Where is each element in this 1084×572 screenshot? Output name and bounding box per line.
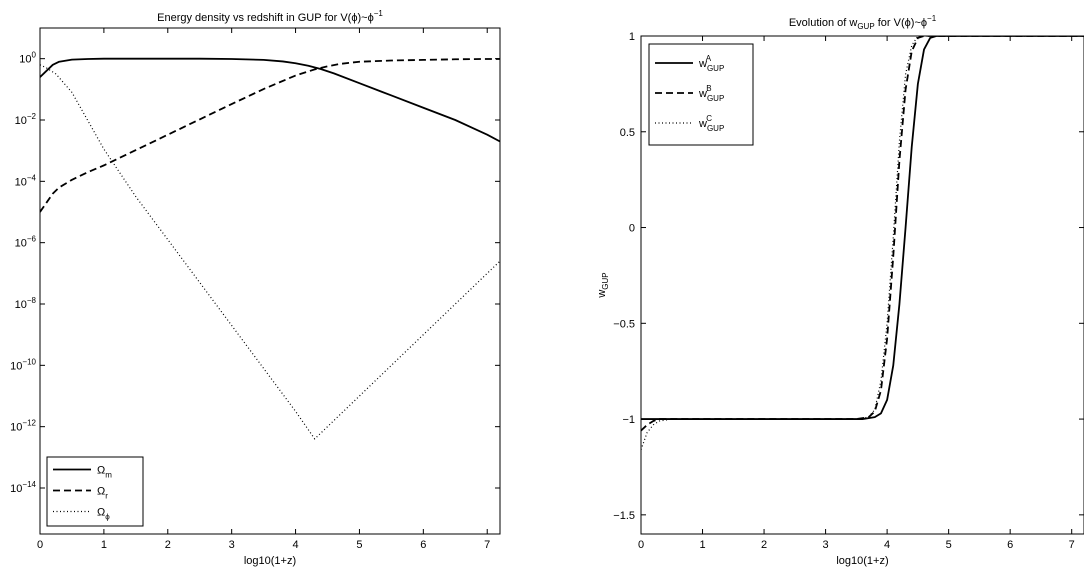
y-tick-label: −1 bbox=[622, 414, 635, 426]
y-tick-label: 10−4 bbox=[15, 173, 37, 188]
x-tick-label: 5 bbox=[946, 539, 952, 551]
legend-box bbox=[47, 457, 143, 526]
y-tick-label: 10−14 bbox=[10, 480, 36, 495]
x-tick-label: 3 bbox=[823, 539, 829, 551]
x-tick-label: 2 bbox=[165, 539, 171, 551]
y-tick-label: 0.5 bbox=[620, 127, 635, 139]
chart-title: Energy density vs redshift in GUP for V(… bbox=[157, 9, 383, 24]
x-tick-label: 6 bbox=[420, 539, 426, 551]
y-tick-label: 10−10 bbox=[10, 357, 36, 372]
x-axis-label: log10(1+z) bbox=[836, 555, 888, 567]
y-tick-label: 0 bbox=[629, 223, 635, 235]
y-tick-label: −0.5 bbox=[613, 318, 635, 330]
x-tick-label: 4 bbox=[884, 539, 890, 551]
y-tick-label: 100 bbox=[19, 51, 36, 66]
x-tick-label: 5 bbox=[356, 539, 362, 551]
x-axis-label: log10(1+z) bbox=[244, 555, 296, 567]
y-tick-label: 10−6 bbox=[15, 235, 37, 250]
x-tick-label: 0 bbox=[37, 539, 43, 551]
chart-2: 0 1 2 3 4 5 6 7 1 0.5 0 −0.5 −1 −1.5 log10(1+z) Evoluti… bbox=[596, 14, 1084, 567]
series-line-solid bbox=[40, 59, 500, 142]
x-tick-label: 7 bbox=[484, 539, 490, 551]
x-tick-label: 1 bbox=[699, 539, 705, 551]
x-tick-label: 7 bbox=[1069, 539, 1075, 551]
chart-1: 0 1 2 3 4 5 6 7 100 10−2 10−4 10−6 10−8 10−10 10−12 10−… bbox=[10, 9, 500, 567]
chart-title: Evolution of wGUP for V(ϕ)~ϕ−1 bbox=[789, 14, 937, 31]
series-line-dotted bbox=[40, 65, 500, 439]
x-tick-label: 4 bbox=[292, 539, 298, 551]
y-axis-label: wGUP bbox=[596, 272, 610, 298]
x-tick-label: 6 bbox=[1007, 539, 1013, 551]
y-tick-label: 1 bbox=[629, 31, 635, 43]
y-tick-label: 10−12 bbox=[10, 419, 36, 434]
x-tick-label: 2 bbox=[761, 539, 767, 551]
y-tick-label: −1.5 bbox=[613, 510, 635, 522]
x-tick-label: 0 bbox=[638, 539, 644, 551]
series-line-dashed bbox=[40, 59, 500, 212]
y-tick-label: 10−2 bbox=[15, 112, 37, 127]
x-tick-label: 3 bbox=[229, 539, 235, 551]
x-tick-label: 1 bbox=[101, 539, 107, 551]
y-tick-label: 10−8 bbox=[15, 296, 37, 311]
